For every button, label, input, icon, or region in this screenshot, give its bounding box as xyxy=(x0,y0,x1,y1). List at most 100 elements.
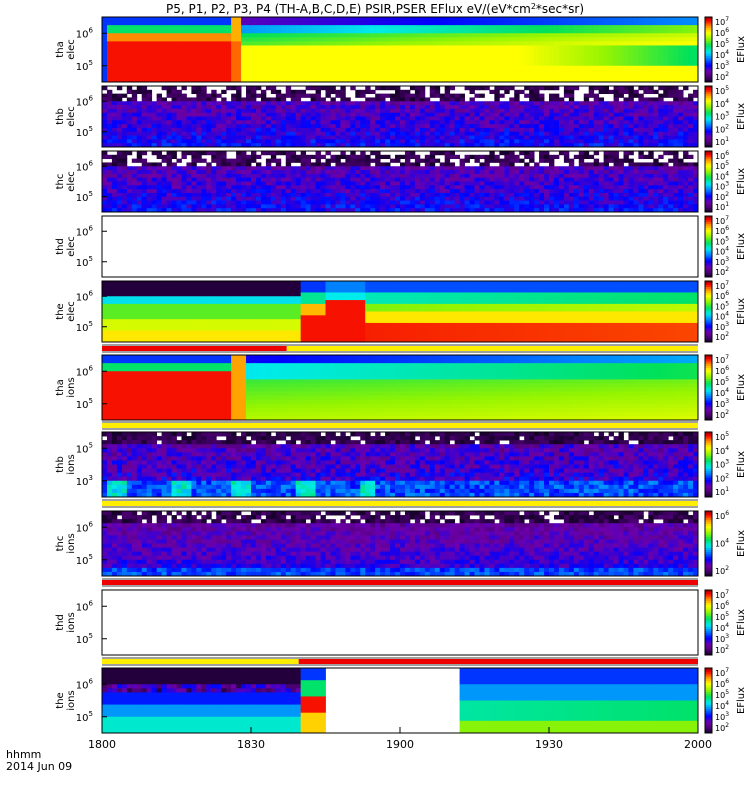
heatmap-cell xyxy=(102,201,107,205)
heatmap-cell xyxy=(509,166,514,170)
heatmap-cell xyxy=(569,54,574,58)
heatmap-cell xyxy=(569,113,574,117)
heatmap-cell xyxy=(306,132,311,136)
heatmap-cell xyxy=(316,113,321,117)
heatmap-cell xyxy=(494,120,499,124)
heatmap-cell xyxy=(494,136,499,140)
heatmap-cell xyxy=(316,159,321,163)
heatmap-cell xyxy=(445,50,450,54)
heatmap-cell xyxy=(494,66,499,70)
heatmap-cell xyxy=(519,124,524,128)
heatmap-cell xyxy=(360,62,365,66)
heatmap-cell xyxy=(330,25,335,29)
heatmap-cell xyxy=(594,41,599,45)
heatmap-cell xyxy=(653,136,658,140)
heatmap-cell xyxy=(241,159,246,163)
heatmap-cell xyxy=(172,197,177,201)
heatmap-cell xyxy=(460,74,465,78)
heatmap-cell xyxy=(186,151,191,155)
heatmap-cell xyxy=(455,178,460,182)
heatmap-cell xyxy=(296,201,301,205)
heatmap-cell xyxy=(390,50,395,54)
heatmap-cell xyxy=(117,117,122,121)
heatmap-cell xyxy=(340,25,345,29)
heatmap-cell xyxy=(529,117,534,121)
heatmap-cell xyxy=(668,136,673,140)
heatmap-cell xyxy=(350,120,355,124)
heatmap-cell xyxy=(122,124,127,128)
heatmap-cell xyxy=(112,178,117,182)
heatmap-cell xyxy=(191,45,196,49)
heatmap-cell xyxy=(405,136,410,140)
heatmap-cell xyxy=(643,139,648,143)
heatmap-cell xyxy=(465,21,470,25)
heatmap-cell xyxy=(221,185,226,189)
heatmap-cell xyxy=(385,117,390,121)
heatmap-cell xyxy=(226,45,231,49)
heatmap-cell xyxy=(688,70,693,74)
heatmap-cell xyxy=(415,105,420,109)
heatmap-cell xyxy=(584,124,589,128)
heatmap-cell xyxy=(216,45,221,49)
heatmap-cell xyxy=(301,37,306,41)
heatmap-cell xyxy=(316,101,321,105)
heatmap-cell xyxy=(172,204,177,208)
heatmap-cell xyxy=(599,101,604,105)
heatmap-cell xyxy=(256,117,261,121)
heatmap-cell xyxy=(335,101,340,105)
heatmap-cell xyxy=(350,124,355,128)
heatmap-cell xyxy=(534,94,539,98)
heatmap-cell xyxy=(211,109,216,113)
heatmap-cell xyxy=(127,45,132,49)
heatmap-cell xyxy=(569,128,574,132)
heatmap-cell xyxy=(127,66,132,70)
heatmap-cell xyxy=(132,109,137,113)
heatmap-cell xyxy=(162,117,167,121)
heatmap-cell xyxy=(504,128,509,132)
heatmap-cell xyxy=(122,33,127,37)
heatmap-cell xyxy=(226,101,231,105)
heatmap-cell xyxy=(236,41,241,45)
heatmap-cell xyxy=(157,62,162,66)
heatmap-cell xyxy=(281,54,286,58)
heatmap-cell xyxy=(435,174,440,178)
heatmap-cell xyxy=(445,109,450,113)
heatmap-cell xyxy=(519,117,524,121)
heatmap-cell xyxy=(559,120,564,124)
heatmap-cell xyxy=(142,54,147,58)
heatmap-cell xyxy=(614,101,619,105)
heatmap-cell xyxy=(425,101,430,105)
heatmap-cell xyxy=(628,21,633,25)
heatmap-cell xyxy=(519,113,524,117)
heatmap-cell xyxy=(186,45,191,49)
heatmap-cell xyxy=(251,94,256,98)
heatmap-cell xyxy=(271,101,276,105)
heatmap-cell xyxy=(296,29,301,33)
heatmap-cell xyxy=(668,94,673,98)
heatmap-cell xyxy=(162,41,167,45)
heatmap-cell xyxy=(385,197,390,201)
heatmap-cell xyxy=(127,17,132,21)
heatmap-cell xyxy=(127,174,132,178)
heatmap-cell xyxy=(604,25,609,29)
heatmap-cell xyxy=(604,120,609,124)
heatmap-cell xyxy=(286,201,291,205)
heatmap-cell xyxy=(395,21,400,25)
heatmap-cell xyxy=(370,170,375,174)
heatmap-cell xyxy=(216,17,221,21)
heatmap-cell xyxy=(604,124,609,128)
heatmap-cell xyxy=(206,50,211,54)
heatmap-cell xyxy=(355,101,360,105)
heatmap-cell xyxy=(231,21,236,25)
heatmap-cell xyxy=(107,132,112,136)
heatmap-cell xyxy=(450,139,455,143)
heatmap-cell xyxy=(638,132,643,136)
heatmap-cell xyxy=(276,159,281,163)
heatmap-cell xyxy=(658,124,663,128)
heatmap-cell xyxy=(589,139,594,143)
heatmap-cell xyxy=(579,109,584,113)
heatmap-cell xyxy=(291,66,296,70)
heatmap-cell xyxy=(360,159,365,163)
heatmap-cell xyxy=(544,86,549,90)
heatmap-cell xyxy=(410,109,415,113)
